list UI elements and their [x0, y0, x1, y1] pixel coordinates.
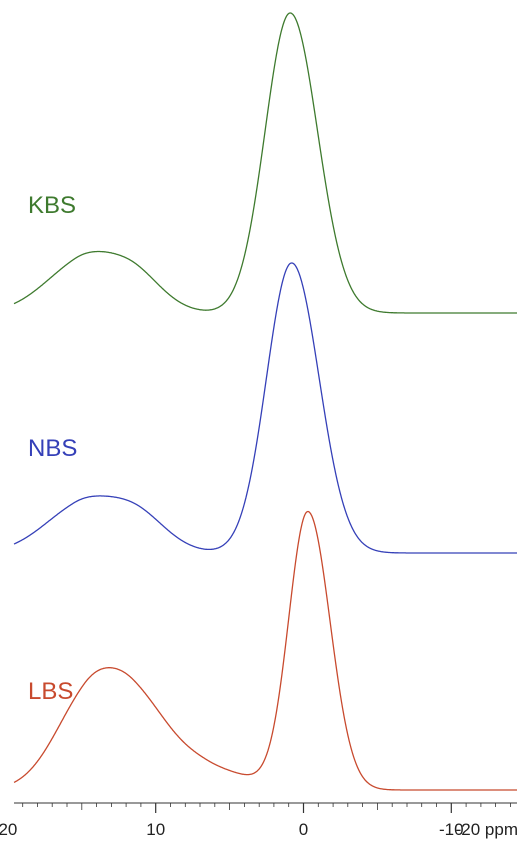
spectrum-kbs: KBS: [13, 12, 518, 314]
x-tick-label: 10: [146, 820, 165, 839]
spectrum-line-kbs: [13, 12, 518, 314]
series-label-nbs: NBS: [28, 435, 77, 462]
spectrum-nbs: NBS: [13, 262, 518, 554]
x-tick-label: 0: [299, 820, 308, 839]
x-tick-label: -20 ppm: [456, 820, 518, 839]
spectrum-line-nbs: [13, 262, 518, 554]
x-axis-ticks: [22, 803, 511, 813]
series-label-lbs: LBS: [28, 678, 73, 705]
spectrum-line-lbs: [13, 510, 518, 791]
x-axis-tick-labels: 3020100-10-20 ppm: [0, 820, 518, 839]
series-label-kbs: KBS: [28, 192, 76, 219]
x-tick-label: 20: [0, 820, 17, 839]
x-tick-label: -10: [439, 820, 464, 839]
spectrum-lbs: LBS: [13, 510, 518, 791]
